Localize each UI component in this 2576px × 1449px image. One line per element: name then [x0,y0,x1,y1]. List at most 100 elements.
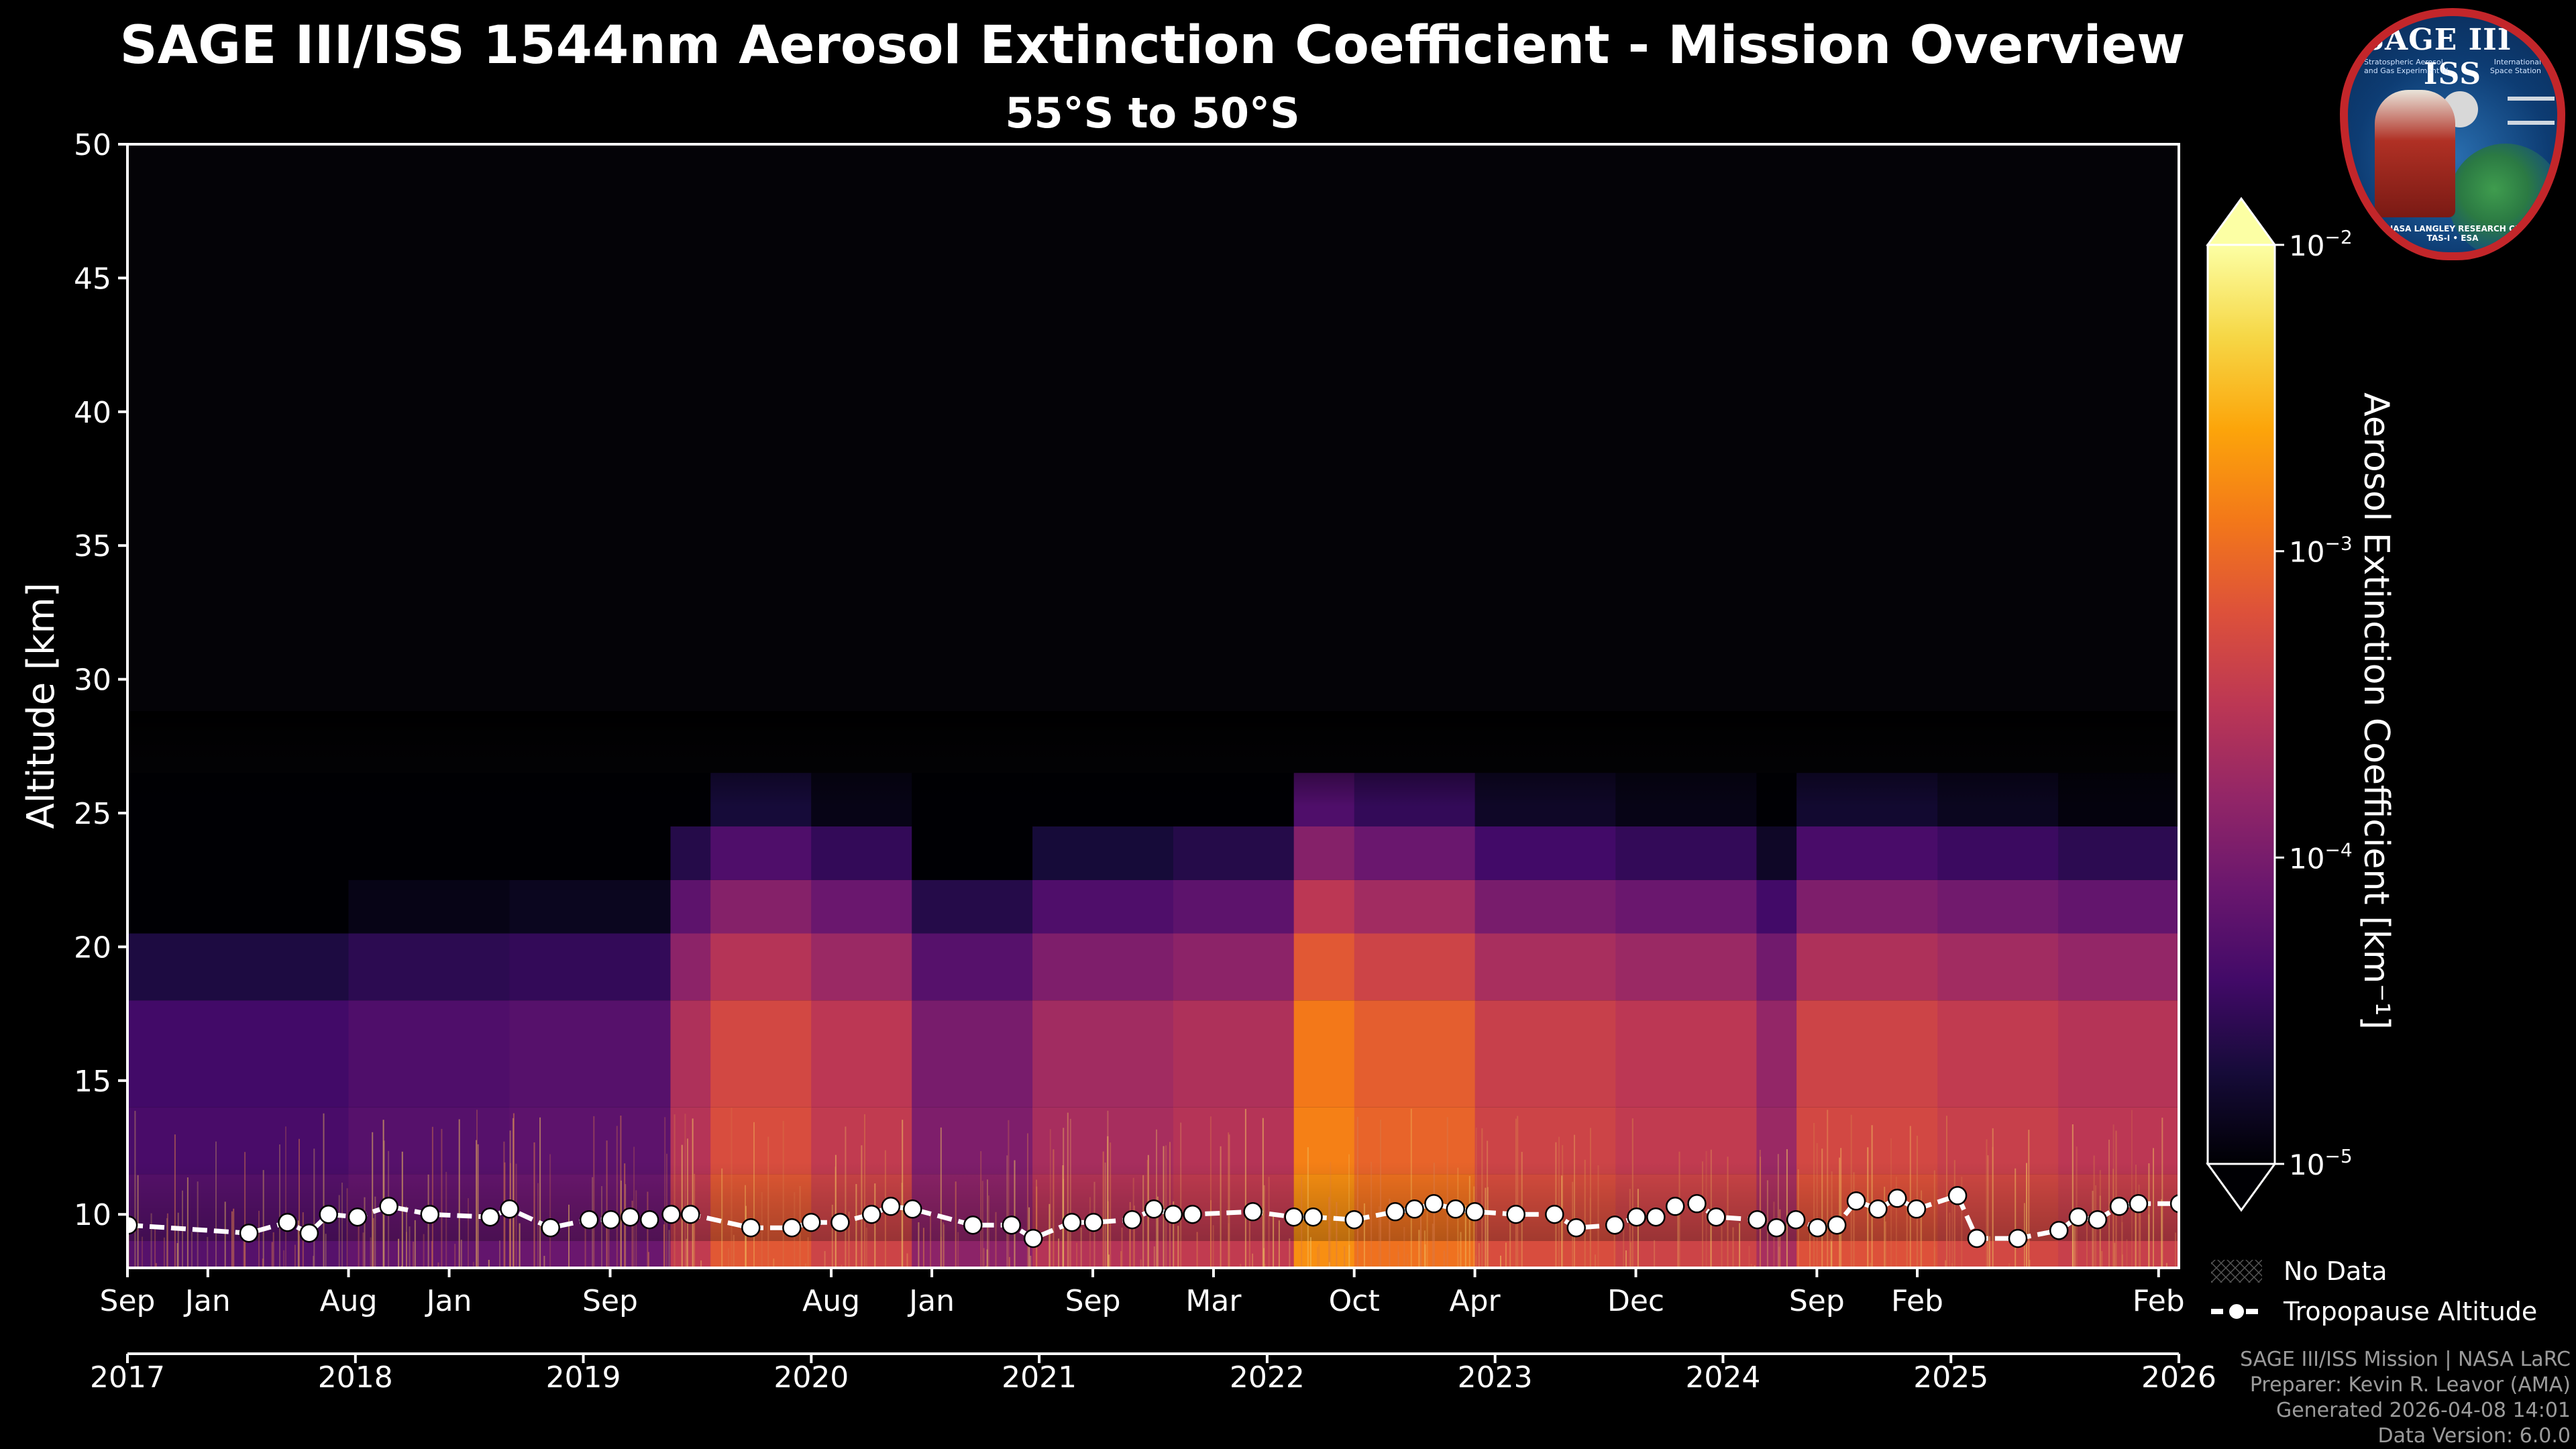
y-tick-label: 10 [74,1198,111,1232]
x-year-axis: 2017 2018 2019 2020 2021 2022 2023 2024 2025 2026 [90,1354,2216,1395]
legend-label-no-data: No Data [2284,1256,2387,1286]
colorbar-tick-label: 10−5 [2289,1145,2353,1181]
x-month-label: Aug [320,1284,378,1318]
tropopause-point [1767,1218,1786,1238]
tropopause-point [861,1204,881,1224]
y-tick-label: 45 [74,262,111,296]
layer-fade [127,711,2179,1241]
colorbar-label: Aerosol Extinction Coefficient [km⁻¹] [2356,392,2396,1030]
chart-title: SAGE III/ISS 1544nm Aerosol Extinction C… [120,15,2186,76]
x-year-label: 2024 [1685,1360,1760,1395]
x-year-label: 2017 [90,1360,165,1395]
tropopause-point [1627,1207,1646,1227]
x-month-label: Mar [1185,1284,1242,1318]
tropopause-point [1506,1204,1525,1224]
tropopause-point [1748,1210,1767,1230]
logo-ring-text: BALL • NASA LANGLEY RESEARCH CENTER • TA… [2353,224,2553,243]
tropopause-point [379,1197,398,1216]
tropopause-point [1465,1202,1485,1222]
colorbar-frame [2206,244,2276,1165]
tropopause-point [2169,1194,2179,1214]
tropopause-point [1163,1204,1183,1224]
tropopause-point [1566,1218,1586,1238]
tropopause-point [420,1204,440,1224]
tropopause-point [881,1197,901,1216]
tropopause-point [1446,1199,1466,1219]
chart-subtitle: 55°S to 50°S [1005,89,1299,138]
tropopause-point [2088,1210,2108,1230]
footer-line-mission: SAGE III/ISS Mission | NASA LaRC [2240,1348,2571,1371]
x-month-label: Jan [183,1284,231,1318]
x-month-label: Oct [1329,1284,1380,1318]
x-month-label: Sep [100,1284,156,1318]
tropopause-point [1023,1228,1043,1248]
tropopause-point [2109,1197,2129,1216]
y-tick-label: 50 [74,128,111,162]
x-month-label: Dec [1607,1284,1664,1318]
footer-line-preparer: Preparer: Kevin R. Leavor (AMA) [2250,1373,2571,1397]
tropopause-point [1907,1199,1927,1219]
tropopause-point [347,1207,368,1227]
tropopause-point [621,1207,640,1227]
tropopause-point [1424,1194,1444,1214]
colorbar-tick-label: 10−4 [2289,839,2353,875]
astronomer-figure-icon [2375,90,2455,217]
tropopause-point [579,1210,599,1230]
x-year-label: 2021 [1002,1360,1077,1395]
tropopause-point [541,1218,560,1238]
tropopause-point [1405,1199,1424,1219]
tropopause-point [1385,1202,1405,1222]
tropopause-point [1144,1199,1164,1219]
colorbar-tick-label: 10−2 [2289,226,2353,262]
space-station-icon [2508,97,2555,125]
plot-frame [126,143,2180,1269]
y-tick-label: 25 [74,797,111,831]
colorbar-tick-label: 10−3 [2289,533,2353,569]
tropopause-point [782,1218,802,1238]
tropopause-point [601,1210,621,1230]
x-year-label: 2026 [2141,1360,2216,1395]
y-axis-label: Altitude [km] [19,582,63,828]
colorbar: 10−5 10−4 10−3 10−2 Aerosol Extinction Coef… [2206,197,2396,1212]
x-month-label: Feb [1891,1284,1943,1318]
tropopause-point [1827,1215,1847,1235]
x-year-label: 2022 [1230,1360,1305,1395]
tropopause-point [1846,1191,1866,1211]
tropopause-point [2008,1228,2028,1248]
x-month-axis: Sep Jan Aug Jan Sep Aug Jan Sep Mar Oct Apr Dec Sep F… [100,1268,2185,1318]
legend: No Data Tropopause Altitude [2211,1256,2537,1326]
legend-marker-tropopause [2228,1303,2245,1320]
x-month-label: Apr [1450,1284,1501,1318]
footer-line-generated: Generated 2026-04-08 14:01 [2276,1399,2571,1422]
tropopause-point [903,1199,922,1219]
legend-swatch-no-data [2211,1260,2262,1283]
x-month-label: Jan [425,1284,472,1318]
footer-credits: SAGE III/ISS Mission | NASA LaRC Prepare… [2240,1348,2571,1448]
logo-right-sub: International Space Station [2489,58,2541,75]
earth-icon [2449,144,2557,252]
tropopause-point [1545,1204,1564,1224]
tropopause-point [681,1204,700,1224]
tropopause-series [127,1186,2179,1248]
x-year-label: 2020 [773,1360,849,1395]
tropopause-point [299,1223,319,1243]
tropopause-point [963,1215,983,1235]
tropopause-point [801,1212,821,1232]
x-year-label: 2019 [546,1360,621,1395]
x-year-label: 2018 [318,1360,393,1395]
footer-line-version: Data Version: 6.0.0 [2378,1424,2571,1448]
tropopause-point [1887,1189,1907,1208]
x-month-label: Sep [1065,1284,1121,1318]
heatmap [127,144,2179,1268]
x-month-label: Sep [582,1284,638,1318]
colorbar-gradient [2208,245,2275,1164]
tropopause-point [1002,1215,1022,1235]
y-tick-label: 40 [74,396,111,430]
tropopause-point [1947,1186,1968,1205]
tropopause-point [661,1204,681,1224]
y-tick-label: 15 [74,1065,111,1099]
tropopause-point [500,1199,519,1219]
tropopause-point [1243,1202,1263,1222]
tropopause-point [1786,1210,1806,1230]
